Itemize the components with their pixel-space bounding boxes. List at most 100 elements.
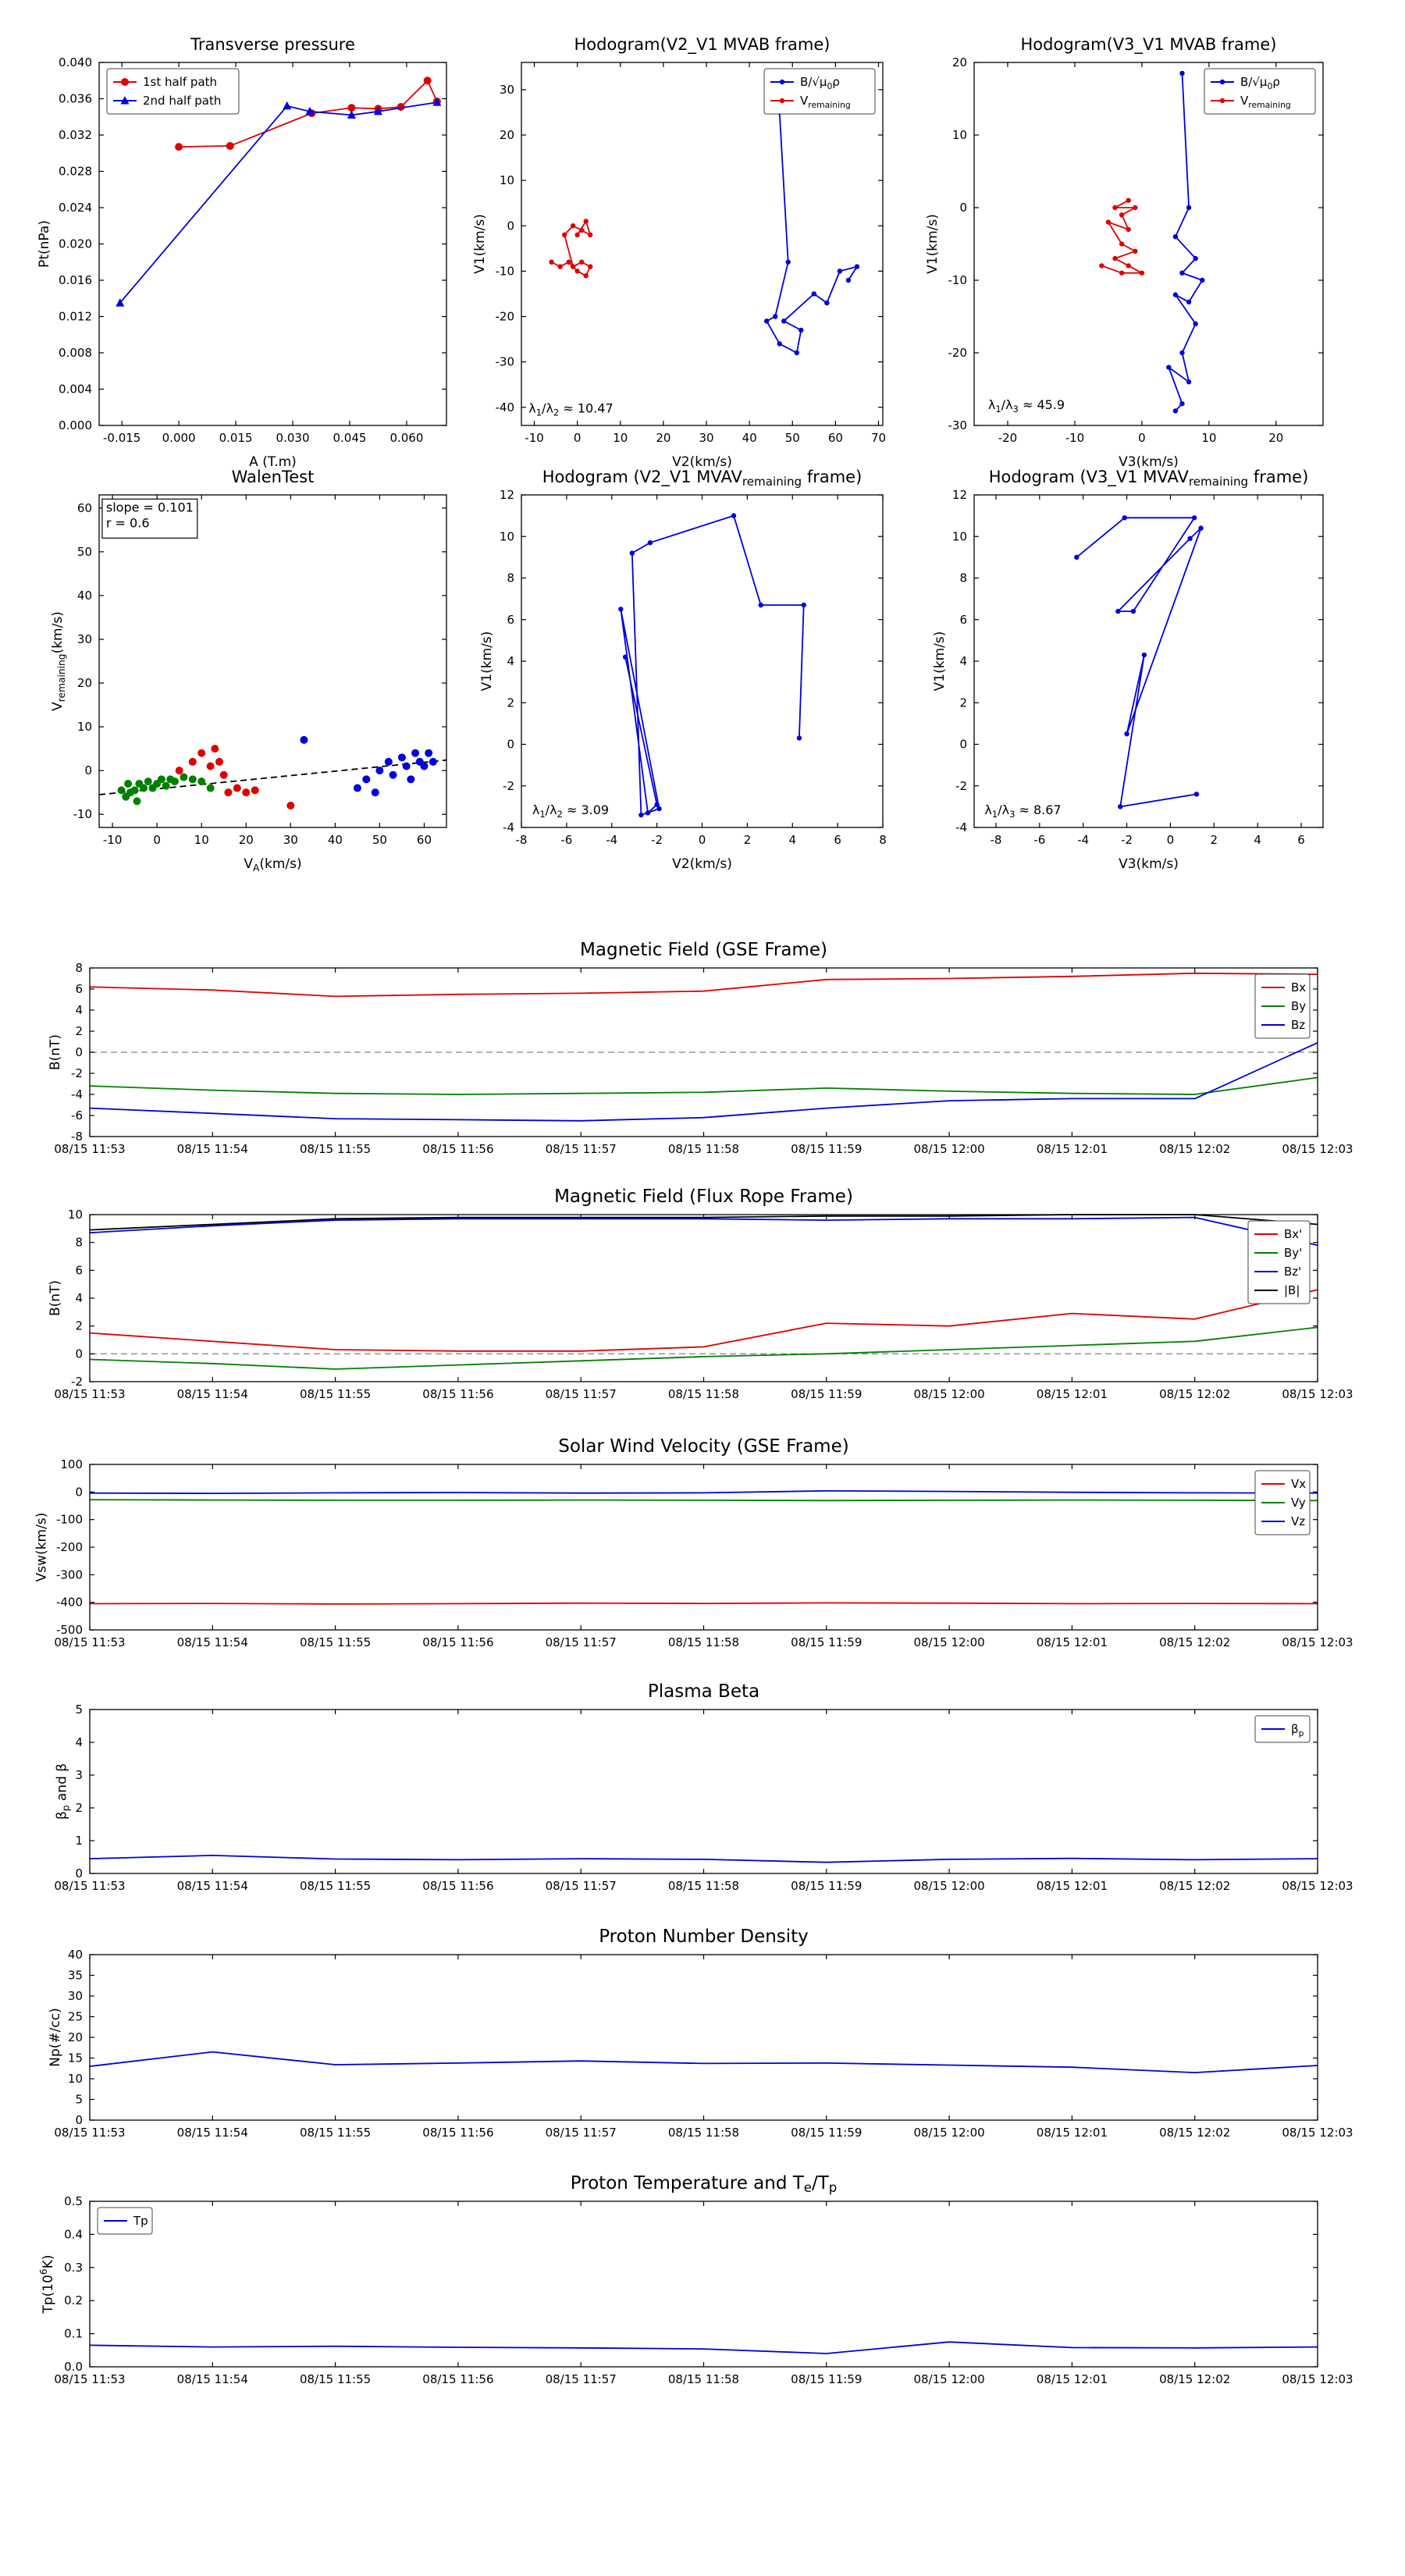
svg-text:-10: -10 [1065, 431, 1085, 445]
svg-text:08/15 12:00: 08/15 12:00 [913, 1635, 984, 1649]
svg-text:40: 40 [77, 589, 92, 603]
svg-text:-30: -30 [496, 355, 515, 369]
svg-text:5: 5 [75, 2093, 83, 2107]
chart-solar-wind-velocity: 08/15 11:53 08/15 11:54 08/15 11:55 08/15 1… [34, 1436, 1353, 1649]
svg-text:50: 50 [77, 545, 92, 559]
svg-text:Hodogram(V2_V1 MVAB frame): Hodogram(V2_V1 MVAB frame) [574, 35, 831, 55]
svg-text:6: 6 [959, 613, 967, 627]
svg-text:08/15 11:58: 08/15 11:58 [668, 1879, 739, 1893]
svg-text:08/15 12:00: 08/15 12:00 [913, 2372, 984, 2386]
svg-text:08/15 12:00: 08/15 12:00 [913, 1879, 984, 1893]
svg-text:Bx: Bx [1291, 980, 1306, 994]
svg-text:4: 4 [1254, 833, 1261, 847]
svg-text:-400: -400 [56, 1596, 83, 1610]
svg-text:0.008: 0.008 [59, 346, 92, 360]
svg-text:Vsw(km/s): Vsw(km/s) [34, 1513, 50, 1582]
svg-text:Hodogram(V3_V1 MVAB frame): Hodogram(V3_V1 MVAB frame) [1021, 35, 1277, 55]
svg-text:By: By [1291, 999, 1306, 1013]
svg-text:12: 12 [952, 488, 967, 502]
svg-text:08/15 12:01: 08/15 12:01 [1037, 1879, 1108, 1893]
svg-text:60: 60 [77, 501, 92, 515]
svg-text:08/15 11:57: 08/15 11:57 [546, 1879, 617, 1893]
svg-text:0: 0 [959, 738, 967, 752]
svg-text:2: 2 [507, 696, 514, 710]
svg-text:08/15 12:00: 08/15 12:00 [913, 1142, 984, 1156]
svg-text:08/15 11:58: 08/15 11:58 [668, 1142, 739, 1156]
svg-text:40: 40 [328, 833, 343, 847]
svg-text:-6: -6 [1033, 833, 1045, 847]
svg-text:08/15 11:59: 08/15 11:59 [791, 1635, 862, 1649]
svg-text:0.015: 0.015 [219, 431, 253, 445]
svg-text:30: 30 [77, 632, 92, 646]
svg-text:-10: -10 [73, 807, 93, 821]
svg-text:0: 0 [75, 2113, 83, 2127]
svg-text:0: 0 [574, 431, 582, 445]
svg-text:30: 30 [500, 83, 514, 97]
svg-text:08/15 12:00: 08/15 12:00 [913, 1387, 984, 1401]
svg-text:30: 30 [283, 833, 298, 847]
svg-text:35: 35 [68, 1969, 83, 1983]
svg-text:-8: -8 [990, 833, 1001, 847]
svg-text:-10: -10 [525, 431, 544, 445]
svg-text:08/15 12:00: 08/15 12:00 [913, 2126, 984, 2140]
svg-text:-2: -2 [955, 779, 967, 793]
svg-text:Bz: Bz [1291, 1018, 1305, 1032]
svg-text:08/15 11:54: 08/15 11:54 [177, 1879, 248, 1893]
svg-text:08/15 11:54: 08/15 11:54 [177, 2372, 248, 2386]
svg-text:λ1/λ2 ≈ 3.09: λ1/λ2 ≈ 3.09 [532, 802, 609, 820]
svg-text:0: 0 [75, 1866, 83, 1880]
svg-text:10: 10 [613, 431, 628, 445]
svg-text:-2: -2 [71, 1375, 83, 1389]
svg-text:-6: -6 [71, 1108, 83, 1123]
svg-text:1: 1 [75, 1834, 83, 1848]
svg-text:0: 0 [507, 219, 514, 233]
svg-text:08/15 11:54: 08/15 11:54 [177, 1635, 248, 1649]
svg-text:30: 30 [68, 1989, 83, 2003]
svg-text:Solar Wind Velocity (GSE Frame: Solar Wind Velocity (GSE Frame) [558, 1436, 848, 1457]
svg-text:0.004: 0.004 [59, 382, 92, 397]
svg-text:08/15 11:56: 08/15 11:56 [422, 1635, 493, 1649]
svg-text:-0.015: -0.015 [103, 431, 140, 445]
chart-hodogram-v3v1-mvab: -20 -10 0 10 20 -30 -20 -10 0 10 20 Hodogram(V3_V1 … [925, 35, 1324, 470]
svg-text:0.000: 0.000 [162, 431, 196, 445]
svg-text:08/15 12:01: 08/15 12:01 [1037, 1635, 1108, 1649]
svg-text:V1(km/s): V1(km/s) [932, 632, 948, 692]
svg-text:10: 10 [952, 128, 967, 142]
svg-text:Np(#/cc): Np(#/cc) [48, 2008, 63, 2066]
svg-text:08/15 12:02: 08/15 12:02 [1159, 2126, 1230, 2140]
svg-text:6: 6 [507, 613, 514, 627]
svg-text:08/15 12:03: 08/15 12:03 [1282, 1142, 1353, 1156]
svg-text:-4: -4 [71, 1087, 83, 1101]
svg-text:Pt(nPa): Pt(nPa) [37, 220, 52, 268]
svg-text:V1(km/s): V1(km/s) [925, 214, 941, 274]
svg-text:08/15 11:59: 08/15 11:59 [791, 1387, 862, 1401]
svg-text:08/15 11:53: 08/15 11:53 [54, 1635, 125, 1649]
svg-text:B/√μ0ρ: B/√μ0ρ [1240, 75, 1280, 91]
svg-text:08/15 12:02: 08/15 12:02 [1159, 1635, 1230, 1649]
svg-text:6: 6 [834, 833, 841, 847]
svg-text:-2: -2 [503, 779, 514, 793]
svg-text:λ1/λ2 ≈ 10.47: λ1/λ2 ≈ 10.47 [528, 401, 613, 418]
svg-text:6: 6 [75, 982, 83, 996]
svg-text:08/15 11:55: 08/15 11:55 [300, 2372, 371, 2386]
svg-text:08/15 11:57: 08/15 11:57 [546, 1142, 617, 1156]
svg-text:4: 4 [959, 654, 967, 668]
svg-text:0.036: 0.036 [59, 92, 92, 106]
svg-text:4: 4 [788, 833, 796, 847]
svg-text:08/15 12:02: 08/15 12:02 [1159, 2372, 1230, 2386]
svg-text:A (T.m): A (T.m) [249, 454, 297, 470]
svg-text:0: 0 [1167, 833, 1175, 847]
svg-text:08/15 11:58: 08/15 11:58 [668, 1635, 739, 1649]
svg-text:Vx: Vx [1291, 1477, 1306, 1491]
svg-text:0: 0 [959, 201, 967, 215]
svg-text:4: 4 [75, 1735, 83, 1749]
svg-text:08/15 12:03: 08/15 12:03 [1282, 1879, 1353, 1893]
svg-text:08/15 12:02: 08/15 12:02 [1159, 1142, 1230, 1156]
svg-text:8: 8 [507, 571, 514, 585]
chart-hodogram-v2v1-mvab: -10 0 10 20 30 40 50 60 70 -40 -30 -20 -10 0 10 20 30 Hod… [472, 35, 886, 470]
svg-text:-10: -10 [496, 264, 515, 278]
svg-text:V3(km/s): V3(km/s) [1119, 454, 1179, 470]
svg-text:08/15 11:55: 08/15 11:55 [300, 1387, 371, 1401]
svg-text:60: 60 [417, 833, 432, 847]
svg-text:-10: -10 [103, 833, 123, 847]
